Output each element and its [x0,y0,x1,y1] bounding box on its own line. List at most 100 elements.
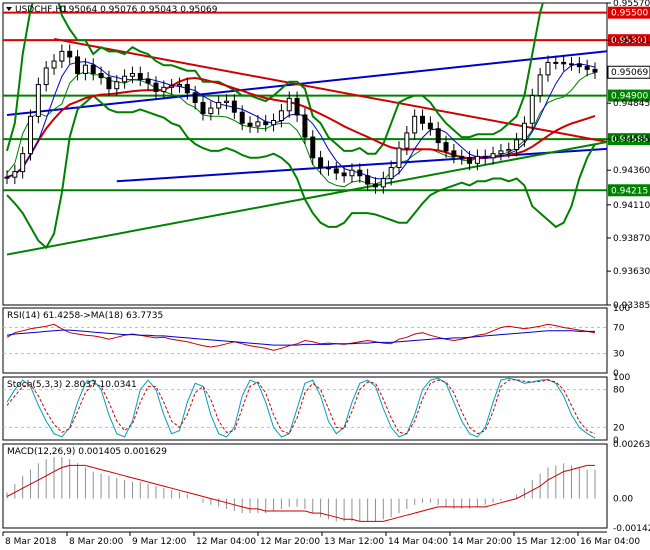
candle-body [341,172,347,177]
candle-body [537,74,543,97]
time-tick-label: 8 Mar 2018 [5,537,57,547]
candle-body [35,84,41,117]
chart-ohlc-values: 0.95064 0.95076 0.95043 0.95069 [60,5,218,15]
rsi-tick-label: 30 [613,350,625,360]
candle-body [349,169,355,177]
candle-body [568,63,574,66]
candle-body [286,97,292,112]
candle-body [247,122,253,127]
rsi-ma-label: ->MA(18) 63.7735 [80,311,163,321]
candle-body [192,92,198,104]
candle-body [129,72,135,77]
candle-body [294,97,300,116]
candle-body [271,119,277,126]
stoch-d-line [6,378,596,435]
moving-average-fast [6,61,596,180]
candle-body [255,121,261,127]
candle-body [372,183,378,188]
candle-body [302,114,308,138]
time-tick-label: 16 Mar 04:00 [580,537,640,547]
candle-body [592,68,598,73]
price-tick-label: 0.95570 [613,0,650,9]
candle-body [443,142,449,152]
candle-body [427,122,433,130]
rsi-tick-label: 0 [613,369,619,379]
candle-body [216,102,222,109]
candle-body [459,155,465,159]
time-tick-label: 12 Mar 20:00 [260,537,320,547]
candle-body [106,77,112,90]
candle-body [553,61,559,64]
symbol-dropdown-icon[interactable] [6,7,12,11]
candle-body [529,95,535,124]
current-price-tag-bg [607,65,650,79]
candle-body [231,100,237,113]
macd-label: MACD(12,26,9) 0.001405 0.001629 [7,447,167,457]
candle-body [474,155,480,164]
candle-body [451,150,457,157]
price-tick-label: 0.93630 [613,267,650,277]
rsi-ma-line [6,329,595,346]
candle-body [490,153,496,159]
level-tag-2: 0.95301 [611,36,648,46]
candle-body [318,157,324,168]
time-tick-label: 13 Mar 12:00 [324,537,384,547]
candle-body [420,115,426,124]
candle-body [435,128,441,144]
rsi-line [6,323,596,351]
candle-body [404,132,410,149]
candle-body [506,149,512,152]
candle-body [12,171,18,178]
bollinger-middle-band [6,70,596,188]
price-tick-label: 0.93870 [613,234,650,244]
candle-body [98,72,104,79]
candle-body [169,85,175,88]
trendline-green-support [6,140,607,256]
stoch-tick-label: 20 [613,423,625,433]
price-tick-label: 0.93385 [613,301,650,311]
candle-body [208,107,214,115]
candle-body [4,176,10,179]
level-tag-bg-4 [608,133,650,146]
price-tick-label: 0.94360 [613,166,650,176]
candle-body [482,155,488,159]
candle-body [176,84,182,87]
macd-tick-label: 0.00 [613,495,633,505]
level-tag-bg-1 [608,6,650,19]
current-price-tag: 0.95069 [611,68,648,78]
candle-body [161,86,167,92]
panel-frame-1 [2,2,608,306]
candle-body [412,115,418,134]
trendline-blue-lower [116,147,607,183]
candle-body [224,100,230,104]
candle-body [122,75,128,83]
price-tick-label: 0.94110 [613,201,650,211]
time-tick-label: 8 Mar 20:00 [69,537,124,547]
level-tag-bg-5 [608,184,650,197]
candle-body [365,175,371,185]
candle-body [51,60,57,69]
trendline-blue-upper [6,50,607,116]
candle-body [263,121,269,126]
candle-body [239,111,245,124]
candle-body [153,82,159,92]
rsi-tick-label: 70 [613,324,625,334]
price-tick-label: 0.94845 [613,99,650,109]
candle-body [114,81,120,90]
price-tick-label: 0.94585 [613,135,650,145]
candle-body [396,147,402,168]
candle-body [137,72,143,80]
candle-body [184,84,190,94]
candle-body [82,64,88,74]
candle-body [67,50,73,58]
candle-body [333,168,339,174]
candle-body [75,56,81,74]
level-tag-5: 0.94215 [611,186,648,196]
time-tick-label: 15 Mar 12:00 [516,537,576,547]
time-tick-label: 9 Mar 12:00 [132,537,187,547]
chart-symbol-title: USDCHF,H1 [15,5,68,15]
candle-body [28,115,34,155]
candle-body [380,178,386,188]
candle-body [498,150,504,155]
